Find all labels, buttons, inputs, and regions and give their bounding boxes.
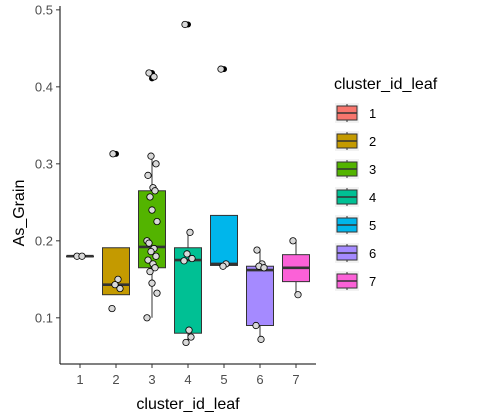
x-axis-title: cluster_id_leaf [136,396,240,413]
data-point [146,193,154,201]
data-point [148,206,156,214]
data-point [180,257,188,265]
data-point [143,314,151,322]
x-tick-label: 4 [184,372,191,387]
data-point [182,338,190,347]
data-point [116,284,124,293]
data-point [147,152,155,160]
box-group-7 [282,240,310,294]
data-point [144,256,152,264]
box-3 [138,190,166,269]
data-point [181,20,189,29]
data-point [145,239,153,247]
data-point [217,65,225,73]
box-group-3 [138,156,166,318]
y-tick-label: 0.1 [35,310,53,325]
data-point [152,160,160,168]
data-point [186,228,194,236]
legend-item-3: 3 [335,159,376,179]
data-point [153,289,161,297]
data-point [109,150,117,158]
data-point [183,250,191,258]
axes: 0.1 0.2 0.3 0.4 0.5 1 2 3 4 5 6 7 [35,2,316,387]
data-point [148,279,156,287]
legend: cluster_id_leaf 1 2 3 4 5 6 7 [334,76,438,291]
legend-item-4: 4 [335,187,376,207]
box-group-6 [246,250,274,340]
x-tick-label: 5 [220,372,227,387]
legend-item-7: 7 [335,271,376,291]
data-point [146,268,154,276]
legend-item-1: 1 [335,103,376,123]
data-point [147,247,155,256]
data-point [152,252,160,260]
y-tick-label: 0.4 [35,79,53,94]
legend-label: 2 [369,134,376,149]
x-tick-label: 2 [112,372,119,387]
data-point [219,262,227,270]
box-group-4 [174,232,202,343]
data-point [78,252,86,260]
legend-item-5: 5 [335,215,376,235]
legend-label: 4 [369,190,376,205]
data-point [253,246,261,254]
data-point [260,264,268,272]
data-point [289,237,297,245]
box-4 [174,247,202,334]
data-point [150,73,158,81]
data-point [188,254,196,263]
plot-area [66,20,310,347]
legend-item-6: 6 [335,243,376,263]
data-point [111,281,119,289]
y-tick-label: 0.5 [35,2,53,17]
x-tick-label: 6 [256,372,263,387]
legend-label: 1 [369,106,376,121]
data-point [108,304,116,313]
x-tick-label: 1 [76,372,83,387]
legend-label: 3 [369,162,376,177]
data-point [187,333,195,341]
data-point [151,264,159,272]
x-tick-label: 7 [292,372,299,387]
legend-item-2: 2 [335,131,376,151]
data-point [252,321,260,330]
box-5 [210,214,238,266]
data-point [294,291,302,299]
box-group-5 [210,214,238,266]
data-point [114,275,122,283]
legend-label: 6 [369,246,376,261]
legend-label: 5 [369,218,376,233]
y-tick-label: 0.3 [35,156,53,171]
y-tick-label: 0.2 [35,233,53,248]
legend-label: 7 [369,274,376,289]
y-axis-title: As_Grain [11,180,28,247]
data-point [257,335,265,343]
data-point [185,326,193,334]
box-6 [246,265,274,327]
legend-title: cluster_id_leaf [334,76,438,93]
x-tick-label: 3 [148,372,155,387]
data-point [153,217,161,226]
data-point [145,69,153,77]
data-point [151,187,159,195]
data-point [144,171,152,179]
